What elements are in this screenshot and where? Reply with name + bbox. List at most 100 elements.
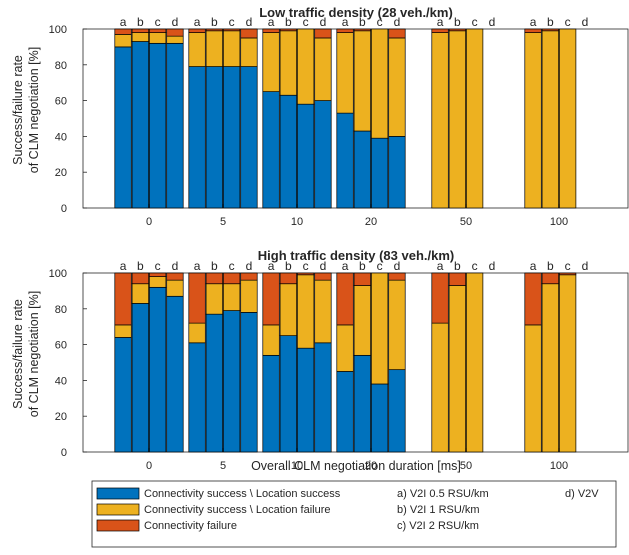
segment-connectivity-failure <box>388 28 406 39</box>
segment-location-success <box>223 310 241 453</box>
x-tick-label: 10 <box>291 460 303 472</box>
bar-letter-a: a <box>194 15 201 29</box>
segment-location-failure <box>524 32 542 209</box>
segment-location-failure <box>559 28 577 209</box>
segment-connectivity-failure <box>149 272 167 277</box>
segment-location-success <box>188 66 206 209</box>
bar-letter-b: b <box>211 15 218 29</box>
segment-location-success <box>388 369 406 453</box>
segment-location-success <box>262 354 280 453</box>
bar-letter-b: b <box>211 259 218 273</box>
y-tick-label: 60 <box>55 340 67 352</box>
y-tick-label: 20 <box>55 167 67 179</box>
segment-connectivity-failure <box>279 272 297 285</box>
segment-location-success <box>240 66 258 209</box>
segment-location-failure <box>466 272 484 453</box>
segment-location-failure <box>466 28 484 209</box>
segment-location-success <box>279 335 297 453</box>
bar-letter-d: d <box>246 15 253 29</box>
segment-connectivity-failure <box>131 28 149 33</box>
bar-letter-a: a <box>342 15 349 29</box>
segment-location-failure <box>149 32 167 44</box>
segment-location-success <box>205 66 223 209</box>
segment-connectivity-failure <box>188 272 206 324</box>
segment-location-failure <box>524 324 542 453</box>
segment-location-failure <box>262 324 280 356</box>
segment-location-success <box>131 41 149 209</box>
segment-location-success <box>353 130 371 209</box>
segment-location-failure <box>353 30 371 132</box>
x-tick-label: 5 <box>220 216 226 228</box>
bar-letter-b: b <box>137 15 144 29</box>
segment-connectivity-failure <box>114 28 132 35</box>
bar-letter-b: b <box>285 15 292 29</box>
x-axis-label: Overall CLM negotiation duration [ms] <box>251 459 461 473</box>
segment-location-success <box>205 313 223 453</box>
bar-letter-d: d <box>582 259 589 273</box>
segment-location-failure <box>336 324 354 372</box>
y-tick-label: 100 <box>49 268 67 280</box>
x-tick-label: 20 <box>365 460 377 472</box>
bar-letter-b: b <box>547 259 554 273</box>
segment-location-failure <box>188 32 206 67</box>
segment-connectivity-failure <box>223 272 241 285</box>
segment-connectivity-failure <box>131 272 149 285</box>
segment-connectivity-failure <box>262 28 280 33</box>
bar-letter-d: d <box>489 259 496 273</box>
segment-location-success <box>131 303 149 453</box>
y-tick-label: 0 <box>61 203 67 215</box>
segment-location-failure <box>388 37 406 137</box>
segment-location-failure <box>223 283 241 311</box>
segment-connectivity-failure <box>353 272 371 286</box>
segment-location-failure <box>114 34 132 48</box>
panel-high-density: High traffic density (83 veh./km) Succes… <box>11 248 629 473</box>
legend-variant-a: a) V2I 0.5 RSU/km <box>397 488 489 500</box>
bar-letter-a: a <box>437 259 444 273</box>
segment-location-failure <box>223 30 241 67</box>
segment-location-failure <box>166 35 184 44</box>
segment-location-success <box>297 347 315 453</box>
segment-connectivity-failure <box>541 272 559 285</box>
segment-location-failure <box>431 322 449 453</box>
segment-location-success <box>371 383 389 453</box>
x-tick-label: 0 <box>146 460 152 472</box>
segment-connectivity-failure <box>524 28 542 33</box>
y-tick-label: 80 <box>55 304 67 316</box>
bar-letter-d: d <box>172 15 179 29</box>
segment-location-failure <box>371 272 389 385</box>
segment-connectivity-failure <box>240 28 258 39</box>
segment-location-success <box>240 312 258 453</box>
segment-connectivity-failure <box>431 28 449 33</box>
x-tick-label: 100 <box>550 460 568 472</box>
segment-connectivity-failure <box>448 28 466 32</box>
segment-location-failure <box>188 322 206 344</box>
x-tick-label: 50 <box>460 216 472 228</box>
y-tick-label: 0 <box>61 447 67 459</box>
legend-swatch-location-success <box>96 487 140 500</box>
segment-location-success <box>166 42 184 209</box>
segment-location-success <box>149 42 167 209</box>
segment-location-failure <box>166 279 184 297</box>
x-tick-label: 100 <box>550 216 568 228</box>
legend-variant-d: d) V2V <box>565 488 599 500</box>
segment-location-failure <box>371 28 389 139</box>
bar-letter-a: a <box>342 259 349 273</box>
segment-connectivity-failure <box>166 272 184 281</box>
segment-connectivity-failure <box>166 28 184 37</box>
chart-title: High traffic density (83 veh./km) <box>258 248 455 263</box>
segment-location-success <box>314 100 332 209</box>
segment-connectivity-failure <box>541 28 559 32</box>
bar-letter-c: c <box>472 259 478 273</box>
segment-location-success <box>114 46 132 209</box>
y-tick-label: 60 <box>55 96 67 108</box>
chart-title: Low traffic density (28 veh./km) <box>259 5 453 20</box>
segment-connectivity-failure <box>336 272 354 326</box>
bar-letter-c: c <box>303 259 309 273</box>
bar-letter-b: b <box>454 259 461 273</box>
bar-letter-c: c <box>155 259 161 273</box>
bar-letter-a: a <box>120 15 127 29</box>
x-tick-label: 50 <box>460 460 472 472</box>
bar-letter-a: a <box>268 259 275 273</box>
y-tick-label: 20 <box>55 411 67 423</box>
